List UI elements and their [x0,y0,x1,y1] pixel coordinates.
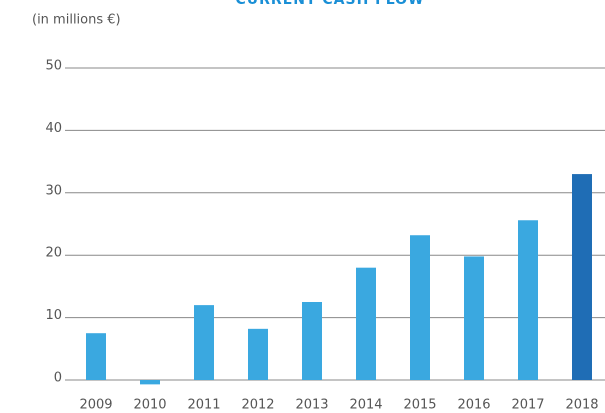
chart-title: CURRENT CASH FLOW [235,0,424,8]
bar [140,380,160,385]
y-tick-label: 30 [45,183,62,198]
x-tick-label: 2010 [133,398,166,413]
y-tick-label: 0 [54,371,62,386]
x-tick-label: 2011 [187,398,220,413]
bar [356,267,376,380]
x-tick-label: 2016 [457,398,490,413]
y-tick-label: 10 [45,308,62,323]
bar [464,256,484,380]
bar [410,235,430,380]
x-tick-label: 2014 [349,398,382,413]
bar [572,174,592,380]
y-tick-label: 40 [45,121,62,136]
chart-subtitle: (in millions €) [32,13,121,28]
bar [248,328,268,380]
x-tick-label: 2009 [79,398,112,413]
bar [518,220,538,380]
x-tick-label: 2012 [241,398,274,413]
bar [302,302,322,380]
x-tick-label: 2017 [511,398,544,413]
bar [194,305,214,380]
x-tick-label: 2013 [295,398,328,413]
y-tick-label: 50 [45,59,62,74]
x-tick-label: 2018 [565,398,598,413]
y-tick-label: 20 [45,246,62,261]
bar [86,333,106,380]
x-tick-label: 2015 [403,398,436,413]
